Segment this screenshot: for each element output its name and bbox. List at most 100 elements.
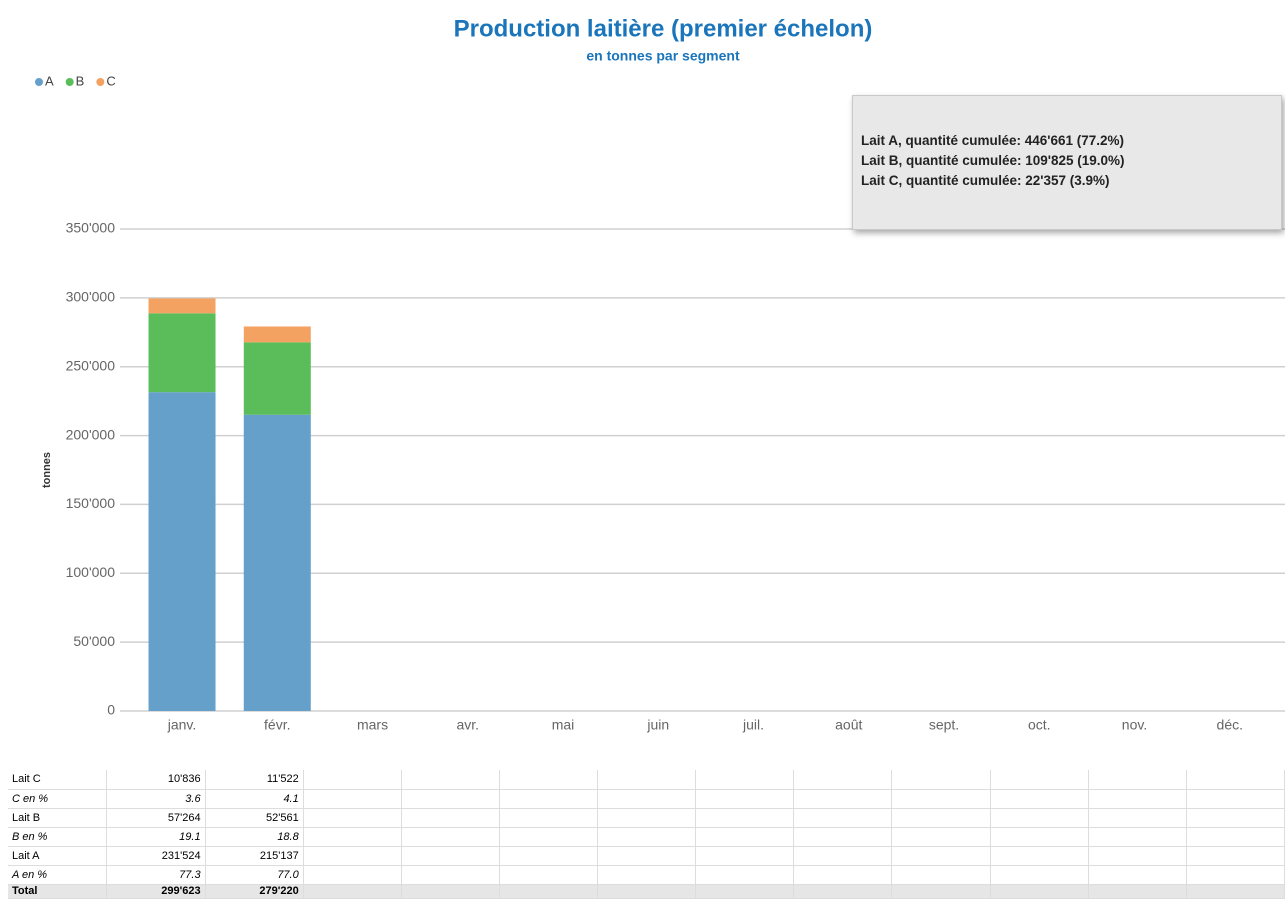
- table-cell: [303, 884, 402, 899]
- row-label: C en %: [8, 789, 108, 809]
- row-label: B en %: [8, 827, 108, 847]
- x-tick-label: mai: [552, 717, 575, 733]
- table-cell: [401, 846, 500, 866]
- table-cell: [1088, 770, 1187, 790]
- table-cell: [499, 789, 599, 809]
- table-cell: [990, 808, 1089, 828]
- table-cell: [1186, 808, 1285, 828]
- table-cell: 279'220: [205, 884, 304, 899]
- table-cell: [499, 884, 599, 899]
- table-cell: [990, 884, 1089, 899]
- table-cell: [1088, 808, 1187, 828]
- table-cell: [597, 770, 697, 790]
- table-cell: [499, 865, 599, 885]
- bar-segment: [243, 326, 311, 343]
- table-cell: 4.1: [205, 789, 304, 809]
- x-tick-label: juin: [646, 717, 669, 733]
- table-cell: [891, 808, 991, 828]
- table-cell: [1088, 789, 1187, 809]
- table-cell: [695, 808, 795, 828]
- table-cell: [695, 884, 795, 899]
- table-cell: [401, 789, 500, 809]
- table-cell: [891, 884, 991, 899]
- table-cell: [891, 846, 991, 866]
- tooltip: Lait A, quantité cumulée: 446'661 (77.2%…: [852, 95, 1282, 230]
- x-tick-label: sept.: [929, 717, 959, 733]
- row-label: Lait C: [8, 770, 108, 790]
- legend-marker: [65, 78, 74, 86]
- table-cell: [793, 865, 893, 885]
- table-cell: [303, 827, 402, 847]
- table-cell: [401, 808, 500, 828]
- legend-label: C: [106, 73, 115, 88]
- table-row: A en % 77.3 77.0: [8, 865, 1285, 885]
- table-cell: [990, 865, 1089, 885]
- bar-segment: [243, 342, 311, 415]
- bar-segment: [148, 392, 216, 711]
- table-row: Lait A 231'524 215'137: [8, 846, 1285, 866]
- row-label: A en %: [8, 865, 108, 885]
- table-cell: [597, 827, 697, 847]
- y-tick-label: 250'000: [66, 357, 116, 373]
- table-cell: [1186, 827, 1285, 847]
- x-tick-label: févr.: [264, 717, 290, 733]
- table-cell: [793, 884, 893, 899]
- bar-segment: [148, 298, 216, 314]
- y-tick-label: 100'000: [66, 564, 116, 580]
- x-tick-label: janv.: [167, 717, 197, 733]
- table-cell: 299'623: [106, 884, 206, 899]
- table-cell: [990, 846, 1089, 866]
- table-cell: [499, 770, 599, 790]
- table-cell: 10'836: [106, 770, 206, 790]
- table-cell: [499, 808, 599, 828]
- table-cell: [1186, 846, 1285, 866]
- y-axis-label: tonnes: [41, 452, 53, 488]
- x-tick-label: avr.: [456, 717, 479, 733]
- table-row: Lait C 10'836 11'522: [8, 770, 1285, 790]
- table-cell: [1088, 846, 1187, 866]
- table-cell: [401, 827, 500, 847]
- table-cell: [1088, 827, 1187, 847]
- table-cell: [695, 770, 795, 790]
- table-cell: 77.3: [106, 865, 206, 885]
- table-cell: [303, 770, 402, 790]
- chart-title: Production laitière (premier échelon): [454, 15, 873, 42]
- table-cell: [401, 770, 500, 790]
- table-cell: [1088, 884, 1187, 899]
- table-cell: [891, 770, 991, 790]
- table-cell: [597, 884, 697, 899]
- table-cell: [793, 846, 893, 866]
- table-cell: [303, 865, 402, 885]
- table-cell: [695, 789, 795, 809]
- x-tick-label: août: [835, 717, 862, 733]
- x-tick-label: déc.: [1217, 717, 1243, 733]
- table-cell: [303, 808, 402, 828]
- y-tick-label: 300'000: [66, 289, 116, 305]
- x-tick-label: oct.: [1028, 717, 1051, 733]
- tooltip-line: Lait A, quantité cumulée: 446'661 (77.2%…: [861, 133, 1125, 148]
- y-tick-label: 350'000: [66, 220, 116, 236]
- table-cell: [401, 884, 500, 899]
- table-cell: [303, 846, 402, 866]
- table-cell: 52'561: [205, 808, 304, 828]
- y-tick-label: 150'000: [66, 495, 116, 511]
- table-cell: [793, 827, 893, 847]
- y-tick-label: 200'000: [66, 426, 116, 442]
- legend-label: A: [45, 73, 54, 88]
- table-row: Lait B 57'264 52'561: [8, 808, 1285, 828]
- y-tick-label: 0: [107, 702, 115, 718]
- table-cell: [695, 827, 795, 847]
- table-cell: [891, 865, 991, 885]
- legend-marker: [96, 78, 105, 86]
- row-label: Lait B: [8, 808, 108, 828]
- table-cell: [1186, 789, 1285, 809]
- table-cell: [1186, 865, 1285, 885]
- x-tick-label: mars: [357, 717, 388, 733]
- table-cell: 231'524: [106, 846, 206, 866]
- table-cell: [793, 770, 893, 790]
- table-cell: 3.6: [106, 789, 206, 809]
- table-cell: [499, 846, 599, 866]
- table-cell: [1186, 770, 1285, 790]
- table-cell: [695, 846, 795, 866]
